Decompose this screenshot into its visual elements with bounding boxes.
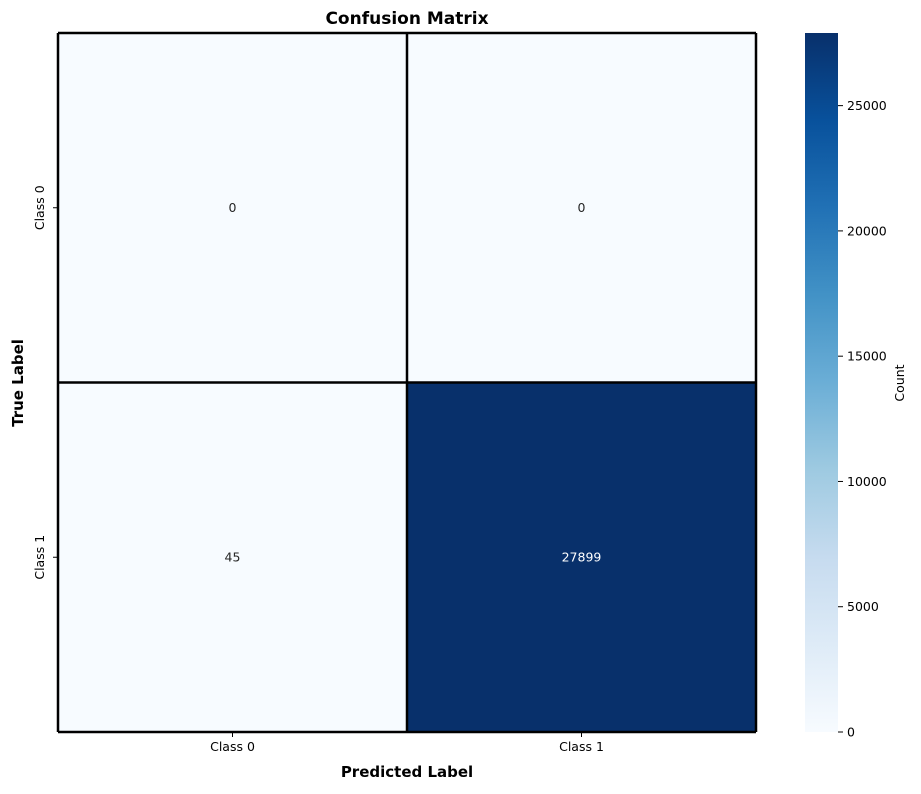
heatmap-cell-r0-c0 bbox=[58, 33, 407, 383]
heatmap-cell-r0-c1 bbox=[407, 33, 756, 383]
y-tick-label: Class 1 bbox=[32, 535, 47, 580]
colorbar-tick-label: 15000 bbox=[847, 349, 887, 364]
heatmap-grid-lines bbox=[56, 31, 758, 734]
colorbar-label: Count bbox=[892, 364, 907, 401]
chart-title: Confusion Matrix bbox=[325, 9, 488, 29]
heatmap-cell-r1-c1 bbox=[407, 382, 756, 732]
colorbar-tick-label: 10000 bbox=[847, 474, 887, 489]
y-axis-ticks: Class 0 Class 1 bbox=[32, 185, 58, 580]
colorbar-tick-label: 20000 bbox=[847, 223, 887, 238]
heatmap-cell-labels: 0 0 45 27899 bbox=[225, 200, 602, 565]
colorbar-tick-label: 25000 bbox=[847, 98, 887, 113]
heatmap-cell-r1-c0 bbox=[58, 382, 407, 732]
cell-value-label: 45 bbox=[225, 549, 241, 564]
colorbar-tick-label: 5000 bbox=[847, 599, 879, 614]
x-tick-label: Class 0 bbox=[210, 739, 255, 754]
y-axis-title: True Label bbox=[9, 339, 27, 427]
cell-value-label: 0 bbox=[229, 200, 237, 215]
x-tick-label: Class 1 bbox=[559, 739, 604, 754]
y-tick-label: Class 0 bbox=[32, 185, 47, 230]
cell-value-label: 0 bbox=[578, 200, 586, 215]
x-axis-ticks: Class 0 Class 1 bbox=[210, 732, 604, 754]
colorbar-ticks: 0 5000 10000 15000 20000 25000 bbox=[838, 98, 887, 740]
colorbar bbox=[805, 33, 838, 732]
heatmap-cells bbox=[58, 33, 756, 732]
cell-value-label: 27899 bbox=[562, 549, 602, 564]
colorbar-tick-label: 0 bbox=[847, 725, 855, 740]
x-axis-title: Predicted Label bbox=[341, 763, 473, 781]
